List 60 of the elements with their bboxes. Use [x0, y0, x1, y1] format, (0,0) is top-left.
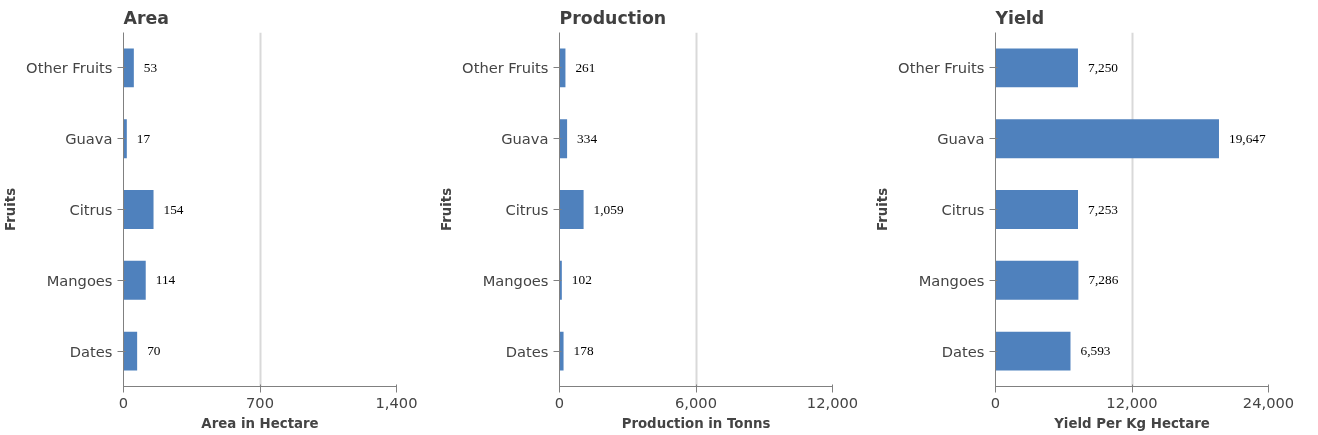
bar [123, 48, 134, 88]
x-axis-title: Yield Per Kg Hectare [1053, 415, 1210, 431]
bar [123, 331, 138, 371]
bar [995, 331, 1071, 371]
chart-title: Yield [994, 7, 1045, 28]
data-label: 7,250 [1087, 59, 1119, 75]
x-tick-label: 12,000 [806, 393, 859, 411]
y-tick-label: Dates [505, 342, 549, 360]
y-tick-label: Other Fruits [898, 59, 985, 77]
x-axis-title: Area in Hectare [201, 415, 319, 431]
data-label: 17 [136, 130, 151, 146]
y-tick-label: Mangoes [918, 271, 985, 289]
bar [559, 119, 568, 159]
x-tick-label: 0 [118, 393, 129, 411]
y-tick-label: Guava [501, 130, 549, 148]
y-tick-label: Mangoes [482, 271, 549, 289]
y-tick-label: Mangoes [46, 271, 113, 289]
data-label: 19,647 [1228, 130, 1266, 146]
bar [995, 260, 1079, 300]
data-label: 102 [571, 272, 592, 288]
x-tick-label: 700 [246, 393, 274, 411]
y-axis-title: Fruits [3, 187, 19, 232]
x-tick-label: 6,000 [675, 393, 717, 411]
y-tick-label: Citrus [941, 201, 985, 218]
bar [995, 190, 1078, 229]
y-tick-label: Citrus [505, 201, 549, 218]
x-axis-title: Production in Tonns [621, 415, 771, 431]
x-tick-label: 0 [554, 393, 565, 411]
data-label: 53 [143, 59, 158, 75]
x-tick-label: 24,000 [1242, 393, 1295, 411]
data-label: 178 [573, 343, 594, 359]
data-label: 154 [163, 201, 184, 217]
x-tick-label: 1,400 [375, 393, 418, 411]
x-tick-label: 12,000 [1106, 393, 1158, 411]
data-label: 7,253 [1088, 201, 1119, 217]
bar [123, 190, 154, 229]
data-label: 114 [155, 272, 176, 288]
data-label: 334 [577, 130, 598, 146]
data-label: 7,286 [1088, 272, 1119, 288]
bar [995, 119, 1219, 159]
y-tick-label: Dates [941, 342, 985, 360]
bar [559, 331, 564, 371]
chart-title: Area [123, 7, 169, 28]
y-tick-label: Citrus [69, 201, 113, 218]
chart-title: Production [559, 7, 667, 28]
bar [995, 48, 1078, 88]
y-tick-label: Other Fruits [26, 59, 113, 77]
x-tick-label: 0 [990, 393, 1001, 411]
data-label: 70 [147, 343, 161, 359]
data-label: 261 [575, 59, 596, 75]
y-tick-label: Dates [69, 342, 113, 360]
bar [123, 260, 146, 300]
y-axis-title: Fruits [439, 187, 455, 232]
y-tick-label: Guava [937, 130, 985, 148]
y-tick-label: Other Fruits [462, 59, 549, 77]
y-axis-title: Fruits [875, 187, 891, 232]
data-label: 1,059 [593, 201, 624, 217]
data-label: 6,593 [1080, 343, 1111, 359]
bar [559, 190, 584, 229]
y-tick-label: Guava [65, 130, 113, 148]
